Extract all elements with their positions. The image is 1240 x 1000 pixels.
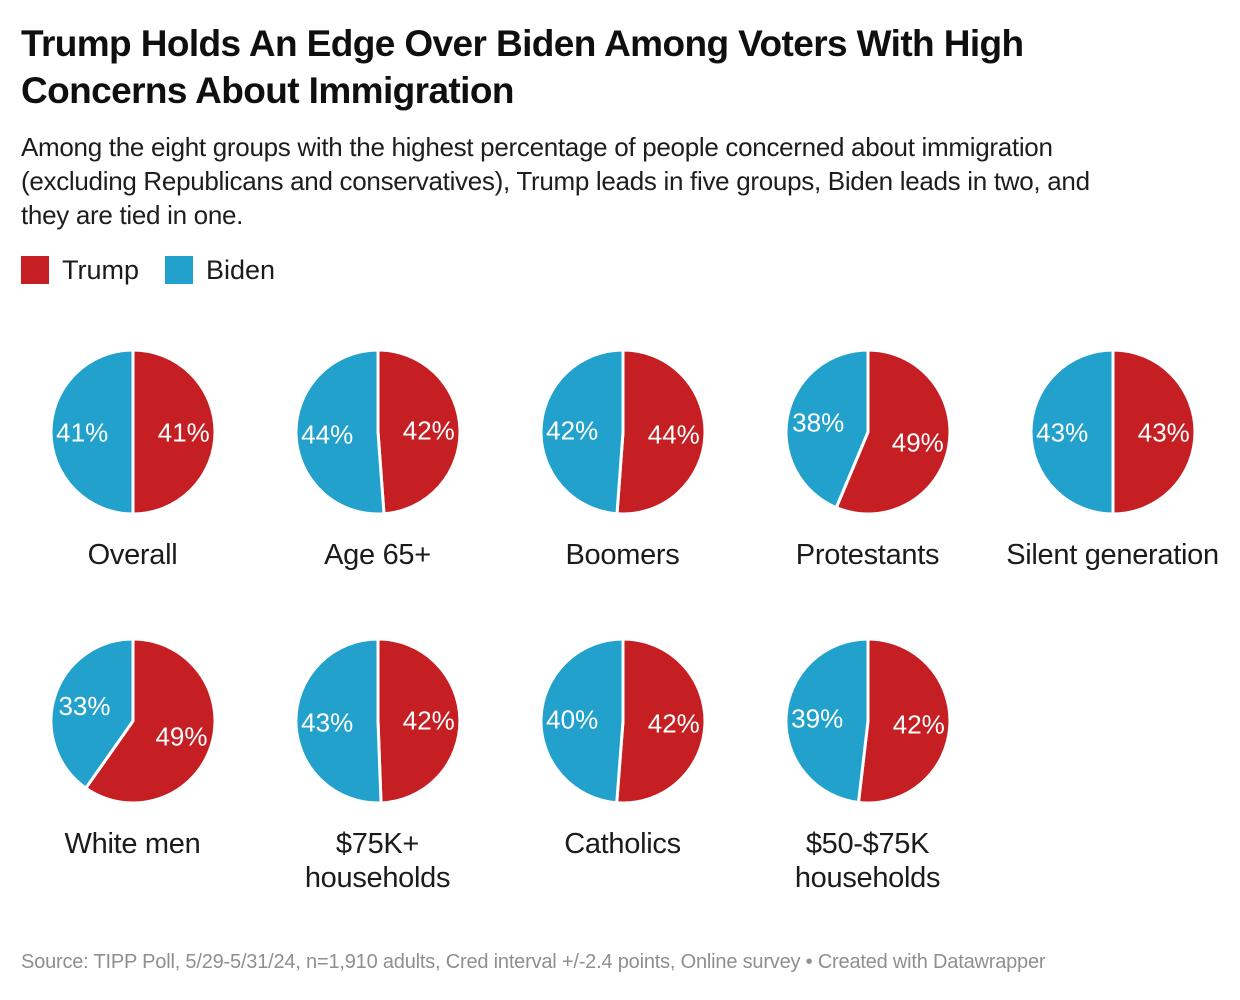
biden-value-label: 40% bbox=[546, 704, 598, 734]
biden-value-label: 43% bbox=[301, 707, 353, 737]
pie-group: 43% 43% Silent generation bbox=[990, 348, 1235, 610]
biden-slice bbox=[49, 637, 134, 790]
biden-value-label: 42% bbox=[546, 415, 598, 445]
trump-value-label: 44% bbox=[647, 419, 699, 449]
trump-slice bbox=[376, 637, 461, 805]
pie-group-label: $50-$75K households bbox=[794, 828, 941, 894]
biden-slice bbox=[293, 348, 385, 516]
biden-value-label: 44% bbox=[301, 419, 353, 449]
biden-slice bbox=[539, 348, 624, 516]
legend-item-biden: Biden bbox=[165, 255, 275, 286]
chart-title-line-2: Concerns About Immigration bbox=[21, 70, 514, 111]
trump-color-swatch bbox=[21, 256, 49, 284]
source-attribution: Source: TIPP Poll, 5/29-5/31/24, n=1,910… bbox=[21, 951, 1046, 973]
pie-group: 42% 44% Age 65+ bbox=[255, 348, 500, 610]
pie-chart: 44% 42% bbox=[539, 348, 707, 516]
pie-group-label: $75K+ households bbox=[304, 828, 451, 894]
trump-value-label: 49% bbox=[891, 427, 943, 457]
trump-slice bbox=[614, 637, 706, 805]
trump-value-label: 41% bbox=[157, 417, 209, 447]
chart-title: Trump Holds An Edge Over Biden Among Vot… bbox=[21, 20, 1219, 114]
trump-slice bbox=[834, 348, 951, 516]
pie-group-label: Silent generation bbox=[1006, 539, 1219, 571]
biden-value-label: 33% bbox=[58, 691, 110, 721]
pie-chart: 41% 41% bbox=[49, 348, 216, 516]
chart-subtitle-line-1: Among the eight groups with the highest … bbox=[21, 132, 1053, 162]
legend-label-trump: Trump bbox=[62, 254, 140, 285]
pie-chart: 42% 44% bbox=[293, 348, 461, 516]
chart-subtitle: Among the eight groups with the highest … bbox=[21, 130, 1219, 232]
trump-value-label: 42% bbox=[402, 705, 454, 735]
legend-item-trump: Trump bbox=[21, 255, 139, 286]
trump-slice bbox=[1111, 348, 1196, 516]
pie-grid-row-1: 41% 41% Overall 42% 44% Age 65+ 44% 42% Boomers 4… bbox=[10, 348, 1219, 610]
pie-grid-row-2: 49% 33% White men 42% 43% $75K+ households 42%… bbox=[10, 637, 1219, 899]
pie-chart: 49% 33% bbox=[49, 637, 216, 805]
trump-value-label: 43% bbox=[1137, 417, 1189, 447]
pie-group: 42% 43% $75K+ households bbox=[255, 637, 500, 899]
biden-slice bbox=[783, 637, 869, 804]
biden-slice bbox=[1029, 348, 1114, 516]
biden-value-label: 38% bbox=[792, 407, 844, 437]
trump-value-label: 42% bbox=[647, 708, 699, 738]
biden-slice bbox=[49, 348, 134, 516]
chart-subtitle-line-2: (excluding Republicans and conservatives… bbox=[21, 166, 1090, 196]
trump-slice bbox=[376, 348, 461, 516]
trump-slice bbox=[856, 637, 951, 805]
pie-chart: 43% 43% bbox=[1029, 348, 1196, 516]
pie-group-label: Protestants bbox=[795, 539, 940, 571]
legend-label-biden: Biden bbox=[206, 254, 276, 285]
pie-group: 41% 41% Overall bbox=[10, 348, 255, 610]
pie-group: 49% 38% Protestants bbox=[745, 348, 990, 610]
trump-value-label: 49% bbox=[155, 722, 207, 752]
biden-slice bbox=[293, 637, 383, 805]
trump-value-label: 42% bbox=[892, 709, 944, 739]
pie-group-label: Overall bbox=[87, 539, 178, 571]
biden-slice bbox=[539, 637, 624, 805]
pie-chart: 42% 40% bbox=[539, 637, 706, 805]
chart-title-line-1: Trump Holds An Edge Over Biden Among Vot… bbox=[21, 23, 1024, 64]
trump-value-label: 42% bbox=[402, 415, 454, 445]
pie-chart: 49% 38% bbox=[784, 348, 951, 516]
pie-group-label: Age 65+ bbox=[324, 539, 431, 571]
trump-slice bbox=[83, 637, 216, 805]
pie-group: 42% 40% Catholics bbox=[500, 637, 745, 899]
pie-group: 44% 42% Boomers bbox=[500, 348, 745, 610]
biden-color-swatch bbox=[165, 256, 194, 284]
pie-chart: 42% 43% bbox=[293, 637, 461, 805]
legend: Trump Biden bbox=[21, 255, 1219, 286]
biden-slice bbox=[784, 348, 869, 510]
chart-subtitle-line-3: they are tied in one. bbox=[21, 200, 244, 230]
biden-value-label: 39% bbox=[791, 703, 843, 733]
trump-slice bbox=[615, 348, 707, 516]
pie-chart: 42% 39% bbox=[783, 637, 951, 805]
biden-value-label: 43% bbox=[1036, 417, 1088, 447]
pie-group: 42% 39% $50-$75K households bbox=[745, 637, 990, 899]
pie-group-label: White men bbox=[64, 828, 201, 860]
pie-group-label: Boomers bbox=[565, 539, 680, 571]
pie-group: 49% 33% White men bbox=[10, 637, 255, 899]
biden-value-label: 41% bbox=[56, 417, 108, 447]
pie-group-label: Catholics bbox=[564, 828, 681, 860]
trump-slice bbox=[131, 348, 216, 516]
